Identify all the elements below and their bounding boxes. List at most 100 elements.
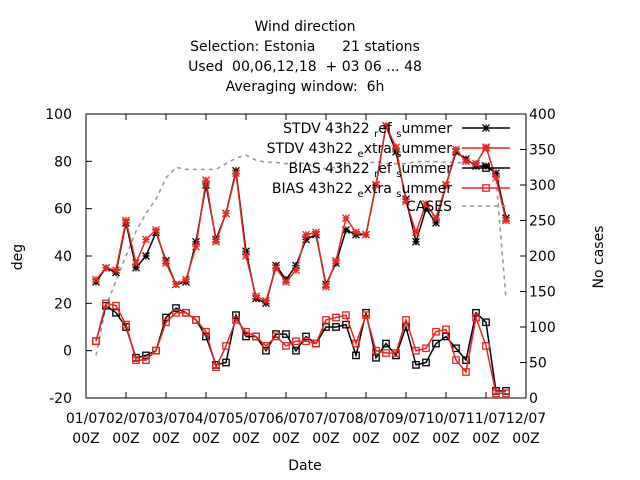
title-line-2: Selection: Estonia 21 stations (190, 39, 420, 55)
data-point (282, 278, 290, 286)
data-point (112, 266, 120, 275)
data-point (212, 363, 220, 372)
data-point (462, 368, 470, 376)
y2-tick-label: 300 (529, 178, 556, 194)
legend-marker-0 (482, 124, 490, 132)
data-point (442, 325, 450, 334)
data-point (182, 275, 190, 284)
series-line (95, 304, 506, 392)
x-tick-label-time: 00Z (472, 431, 499, 447)
data-point (422, 199, 430, 208)
star-marker-stroke (142, 252, 150, 260)
legend-label-3: BIAS 43h22 extra summer (272, 181, 452, 200)
data-point (172, 304, 180, 312)
data-point (132, 263, 140, 272)
data-point (402, 323, 410, 331)
data-point (162, 259, 170, 268)
star-marker-stroke (292, 261, 300, 270)
y2-tick-label: 100 (529, 320, 556, 336)
x-tick-label-time: 00Z (72, 431, 99, 447)
series-1 (92, 121, 510, 305)
series-4 (95, 154, 507, 356)
data-point (302, 337, 310, 346)
data-point (142, 356, 150, 364)
x-tick-label-date: 03/07 (146, 411, 186, 427)
x-tick-label-date: 08/07 (346, 411, 386, 427)
legend-label-2: BIAS 43h22 ref summer (289, 161, 453, 180)
legend-marker-1 (482, 144, 490, 152)
data-point (242, 327, 250, 336)
data-point (262, 342, 270, 350)
x-tick-label-date: 12/07 (506, 411, 546, 427)
data-point (442, 332, 450, 341)
x-tick-label-time: 00Z (192, 431, 219, 447)
data-point (372, 181, 380, 189)
data-point (292, 337, 300, 346)
data-point (402, 197, 410, 206)
data-point (432, 339, 440, 348)
x-tick-label-date: 05/07 (226, 411, 266, 427)
x-tick-label-time: 00Z (392, 431, 419, 447)
data-point (112, 301, 120, 310)
star-marker-stroke (412, 237, 420, 246)
data-point (162, 318, 170, 327)
data-point (292, 261, 300, 270)
data-point (282, 342, 290, 350)
title-line-4: Averaging window: 6h (226, 79, 385, 95)
data-point (272, 263, 280, 272)
data-point (292, 266, 300, 275)
data-point (102, 299, 110, 308)
data-point (372, 353, 380, 362)
data-point (302, 230, 310, 239)
x-tick-label-date: 01/07 (66, 411, 106, 427)
y2-tick-label: 200 (529, 249, 556, 265)
x-tick-label-date: 10/07 (426, 411, 466, 427)
data-point (482, 318, 490, 327)
y-tick-label: 20 (54, 296, 72, 312)
data-point (462, 157, 470, 166)
data-point (482, 162, 490, 171)
data-point (502, 216, 510, 225)
data-point (452, 356, 460, 364)
y2-tick-label: 250 (529, 214, 556, 230)
data-point (332, 313, 340, 322)
x-tick-label-time: 00Z (352, 431, 379, 447)
data-point (242, 332, 250, 341)
data-point (162, 313, 170, 322)
data-point (502, 389, 510, 398)
title-line-3: Used 00,06,12,18 + 03 06 ... 48 (188, 59, 422, 75)
data-point (142, 252, 150, 260)
x-axis-label: Date (288, 458, 321, 474)
data-point (342, 226, 350, 234)
star-marker-stroke (422, 204, 430, 213)
x-tick-label-date: 04/07 (186, 411, 226, 427)
data-point (462, 356, 470, 364)
data-point (222, 358, 230, 367)
data-point (392, 143, 400, 152)
data-point (342, 214, 350, 223)
data-point (482, 342, 490, 350)
data-point (432, 327, 440, 336)
x-tick-label-date: 06/07 (266, 411, 306, 427)
x-tick-label-time: 00Z (232, 431, 259, 447)
star-marker-stroke (432, 218, 440, 227)
data-point (472, 159, 480, 168)
series-line (95, 302, 506, 395)
data-point (232, 311, 240, 320)
y-tick-label: 60 (54, 202, 72, 218)
data-point (202, 176, 210, 185)
data-point (392, 147, 400, 156)
y2-tick-label: 400 (529, 107, 556, 123)
data-point (422, 344, 430, 353)
data-point (242, 252, 250, 260)
data-point (312, 228, 320, 237)
x-tick-label-date: 11/07 (466, 411, 506, 427)
data-point (332, 256, 340, 265)
data-point (362, 230, 370, 239)
x-tick-label-date: 07/07 (306, 411, 346, 427)
data-point (132, 259, 140, 268)
data-point (142, 235, 150, 244)
